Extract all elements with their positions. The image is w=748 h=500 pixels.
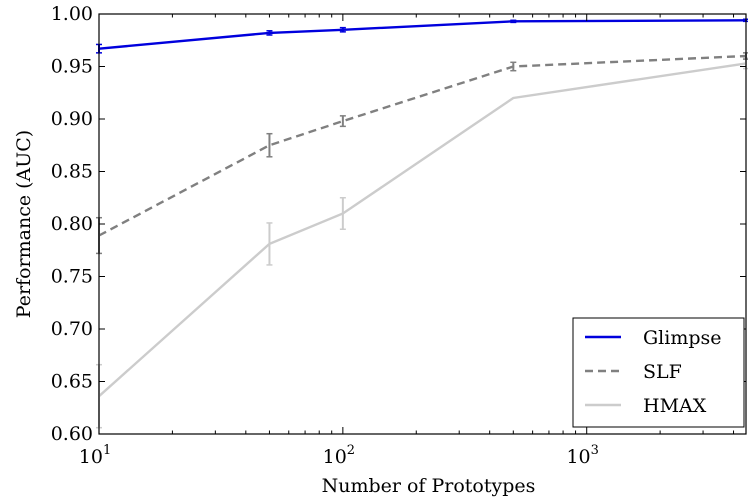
y-tick-label: 0.65 bbox=[51, 371, 93, 393]
legend: Glimpse SLF HMAX bbox=[572, 317, 745, 428]
y-tick-label: 0.70 bbox=[51, 318, 93, 340]
y-tick-label: 0.90 bbox=[51, 108, 93, 130]
series-glimpse bbox=[96, 18, 748, 54]
x-tick-label: 103 bbox=[566, 443, 598, 468]
y-tick-label: 0.60 bbox=[51, 423, 93, 445]
x-tick-label: 102 bbox=[323, 443, 355, 468]
x-axis-label: Number of Prototypes bbox=[322, 475, 536, 497]
y-tick-label: 1.00 bbox=[51, 3, 93, 25]
series-line-slf bbox=[98, 54, 747, 237]
y-tick-label: 0.85 bbox=[51, 161, 93, 183]
y-tick-label: 0.95 bbox=[51, 56, 93, 78]
legend-label-glimpse: Glimpse bbox=[643, 327, 722, 349]
axis-ticks: 0.60 0.65 0.70 0.75 0.80 0.85 0.90 0.95 1.00 101 1… bbox=[51, 3, 746, 468]
series-line-glimpse bbox=[98, 19, 747, 50]
y-axis-label: Performance (AUC) bbox=[13, 130, 35, 318]
y-tick-label: 0.80 bbox=[51, 213, 93, 235]
x-tick-label: 101 bbox=[79, 443, 111, 468]
legend-label-hmax: HMAX bbox=[643, 395, 707, 417]
y-tick-label: 0.75 bbox=[51, 266, 93, 288]
legend-label-slf: SLF bbox=[643, 361, 682, 383]
series-slf bbox=[96, 52, 748, 255]
